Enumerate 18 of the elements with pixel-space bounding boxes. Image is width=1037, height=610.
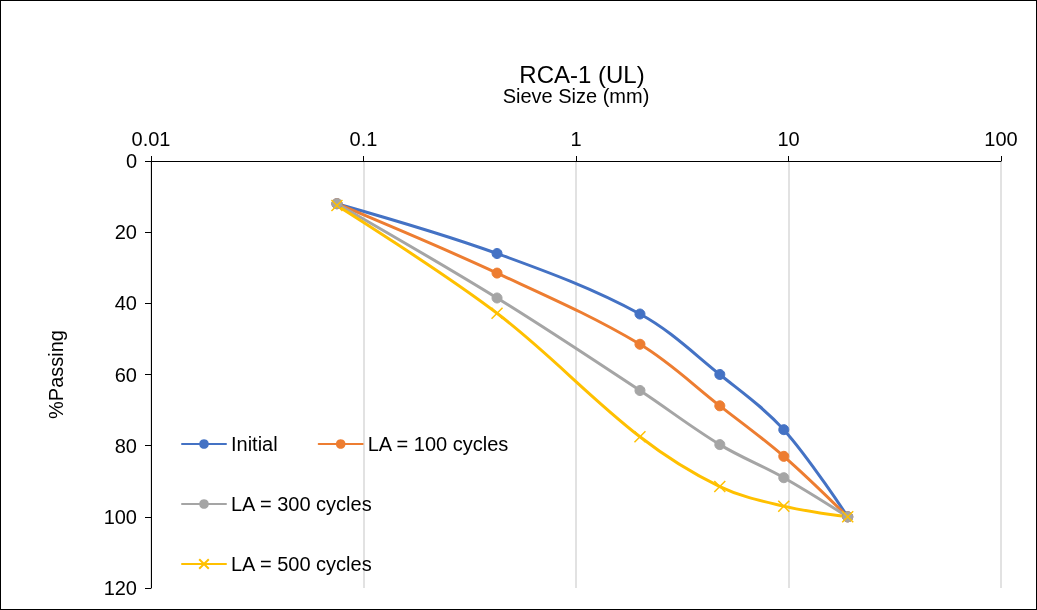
y-tick-label: 80 <box>114 434 137 457</box>
x-tick-label: 1 <box>570 128 582 150</box>
y-tick-label: 60 <box>114 363 137 386</box>
legend-label: LA = 100 cycles <box>367 433 509 455</box>
y-tick-label: 20 <box>114 221 137 244</box>
legend-label: LA = 500 cycles <box>231 553 372 575</box>
x-tick-label: 0.1 <box>349 128 378 150</box>
x-tick-label: 0.01 <box>131 128 171 150</box>
y-tick-label: 0 <box>125 150 137 172</box>
y-axis-title: %Passing <box>45 330 67 419</box>
y-tick-label: 100 <box>103 505 137 528</box>
x-tick-label: 10 <box>777 128 800 150</box>
x-tick-label: 100 <box>984 128 1018 150</box>
y-tick-label: 120 <box>103 577 137 599</box>
chart-title: RCA-1 (UL) <box>519 60 645 88</box>
legend-label: LA = 300 cycles <box>231 493 372 515</box>
y-tick-label: 40 <box>114 292 137 315</box>
legend-label: Initial <box>231 433 278 455</box>
